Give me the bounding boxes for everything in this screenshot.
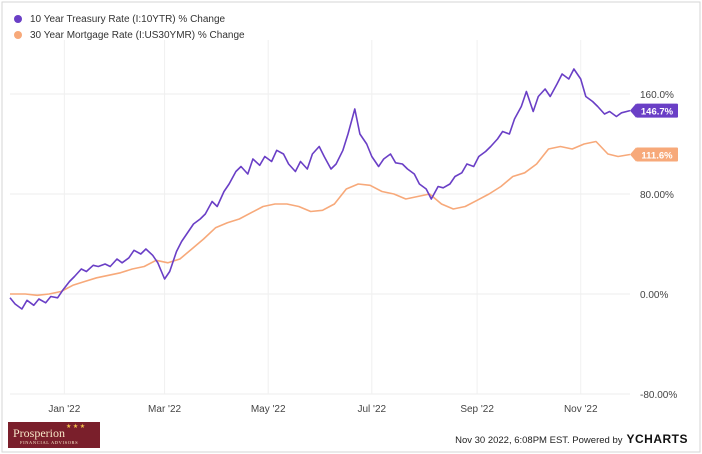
legend-dot-mortgage [14, 31, 22, 39]
x-tick-label: Nov '22 [564, 404, 598, 415]
ycharts-logo[interactable]: YCHARTS [626, 432, 688, 446]
mortgage-end-label: 111.6% [641, 151, 673, 162]
treasury-end-label: 146.7% [641, 107, 674, 118]
mortgage-end-label-bg [636, 147, 678, 162]
x-tick-label: Mar '22 [148, 404, 181, 415]
prosperion-logo: ★ ★ ★ Prosperion FINANCIAL ADVISORS [8, 422, 100, 448]
legend-dot-treasury [14, 15, 22, 23]
y-tick-label: 0.00% [640, 290, 668, 301]
chart-plot: 160.0% 80.00% 0.00% -80.00% Jan '22 Mar '22 Ma… [9, 40, 678, 415]
chart-attribution: Nov 30 2022, 6:08PM EST. Powered by YCHA… [455, 432, 688, 446]
brand-tagline: FINANCIAL ADVISORS [20, 440, 79, 445]
x-tick-label: Sep '22 [460, 404, 494, 415]
legend-item-mortgage[interactable]: 30 Year Mortgage Rate (I:US30YMR) % Chan… [14, 27, 245, 43]
x-tick-label: Jul '22 [358, 404, 387, 415]
y-tick-label: 160.0% [640, 90, 674, 101]
x-tick-label: May '22 [251, 404, 286, 415]
star-icons: ★ ★ ★ [66, 424, 86, 430]
treasury-series-line [9, 68, 631, 310]
brand-name: Prosperion [13, 426, 65, 440]
mortgage-end-label-pointer [630, 147, 636, 162]
legend-label-treasury: 10 Year Treasury Rate (I:10YTR) % Change [30, 13, 226, 25]
chart-legend: 10 Year Treasury Rate (I:10YTR) % Change… [14, 11, 245, 43]
y-tick-label: -80.00% [640, 390, 677, 401]
treasury-end-label-bg [636, 103, 678, 118]
mortgage-series-line [10, 140, 631, 297]
y-tick-label: 80.00% [640, 190, 674, 201]
legend-label-mortgage: 30 Year Mortgage Rate (I:US30YMR) % Chan… [30, 29, 245, 41]
treasury-end-label-pointer [630, 103, 636, 118]
timestamp-text: Nov 30 2022, 6:08PM EST. Powered by [455, 435, 623, 446]
x-tick-label: Jan '22 [48, 404, 80, 415]
legend-item-treasury[interactable]: 10 Year Treasury Rate (I:10YTR) % Change [14, 11, 245, 27]
